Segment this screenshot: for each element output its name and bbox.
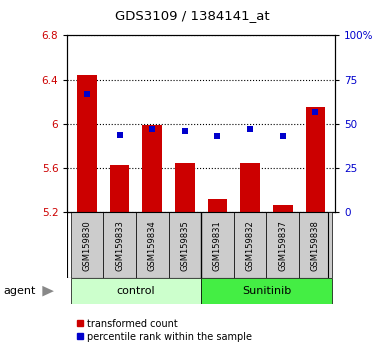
Bar — [110, 165, 129, 212]
Text: GDS3109 / 1384141_at: GDS3109 / 1384141_at — [115, 9, 270, 22]
Bar — [240, 162, 260, 212]
Bar — [70, 278, 201, 304]
Bar — [306, 107, 325, 212]
Legend: transformed count, percentile rank within the sample: transformed count, percentile rank withi… — [72, 315, 256, 346]
Bar — [201, 278, 332, 304]
Bar — [234, 212, 266, 278]
Bar — [169, 212, 201, 278]
Text: GSM159838: GSM159838 — [311, 220, 320, 270]
Bar — [208, 199, 227, 212]
Bar — [70, 212, 103, 278]
Bar — [103, 212, 136, 278]
Bar — [142, 125, 162, 212]
Text: GSM159831: GSM159831 — [213, 220, 222, 270]
Text: Sunitinib: Sunitinib — [242, 286, 291, 296]
Bar — [201, 212, 234, 278]
Bar — [266, 212, 299, 278]
Bar — [273, 205, 293, 212]
Text: GSM159835: GSM159835 — [180, 220, 189, 270]
Text: GSM159834: GSM159834 — [148, 220, 157, 270]
Text: control: control — [117, 286, 155, 296]
Text: GSM159832: GSM159832 — [246, 220, 254, 270]
Text: GSM159833: GSM159833 — [115, 220, 124, 270]
Bar — [77, 75, 97, 212]
Polygon shape — [42, 286, 54, 296]
Bar — [136, 212, 169, 278]
Text: GSM159830: GSM159830 — [82, 220, 92, 270]
Bar — [299, 212, 332, 278]
Text: agent: agent — [4, 286, 36, 296]
Text: GSM159837: GSM159837 — [278, 220, 287, 270]
Bar — [175, 162, 195, 212]
